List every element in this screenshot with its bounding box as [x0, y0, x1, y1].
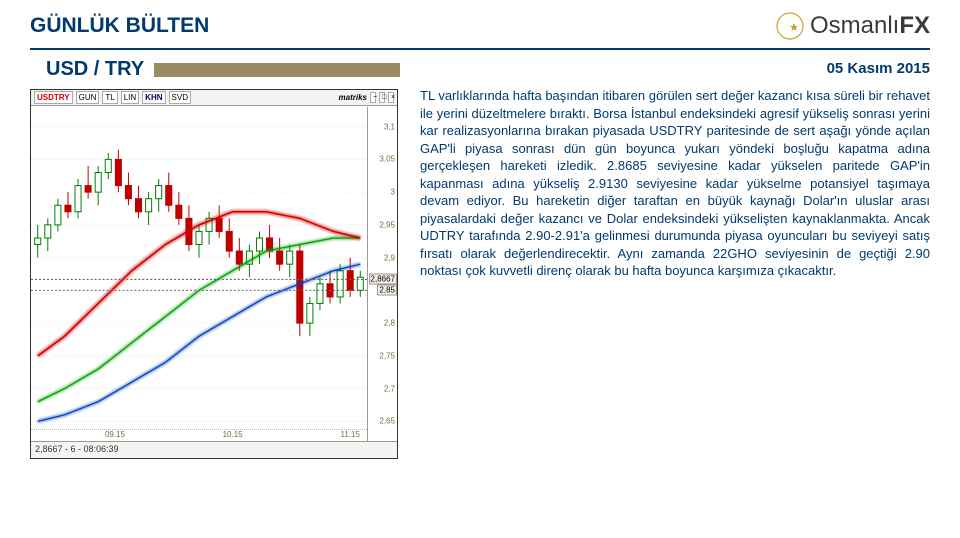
content: USD / TRY USDTRY GUN TL LIN KHN SVD matr… — [0, 50, 960, 459]
price-marker: 2,85 — [377, 285, 397, 296]
chart-yaxis: 3,13,0532,952,92,852,82,752,72,652,86672… — [367, 107, 397, 441]
ytick: 2,75 — [379, 351, 395, 360]
pair-title: USD / TRY — [30, 58, 144, 81]
chart-body: 3,13,0532,952,92,852,82,752,72,652,86672… — [31, 107, 397, 441]
price-marker: 2,8667 — [369, 274, 397, 285]
tb-item[interactable]: LIN — [121, 91, 139, 104]
maximize-icon[interactable]: □ — [379, 92, 385, 103]
ytick: 2,7 — [384, 384, 395, 393]
tb-item[interactable]: TL — [102, 91, 117, 104]
logo-text: OsmanlıFX — [810, 12, 930, 40]
tb-item[interactable]: SVD — [169, 91, 191, 104]
subtitle-bar — [154, 63, 400, 77]
chart-plot — [31, 107, 367, 441]
chart-toolbar: USDTRY GUN TL LIN KHN SVD matriks − □ × — [31, 90, 397, 106]
xtick: 11.15 — [340, 430, 359, 439]
xtick: 10.15 — [223, 430, 243, 439]
close-icon[interactable]: × — [388, 92, 394, 103]
chart-footer: 2,8667 - 6 - 08:06:39 — [31, 441, 397, 458]
ytick: 3,05 — [379, 155, 395, 164]
ytick: 2,65 — [379, 417, 395, 426]
minimize-icon[interactable]: − — [370, 92, 376, 103]
report-date: 05 Kasım 2015 — [420, 60, 930, 77]
ytick: 3,1 — [384, 122, 395, 131]
logo-word2: FX — [899, 12, 930, 39]
chart-status: 2,8667 - 6 - 08:06:39 — [31, 442, 397, 456]
chart-symbol: USDTRY — [34, 91, 73, 104]
tb-item[interactable]: GUN — [76, 91, 100, 104]
logo-word1: Osmanlı — [810, 12, 899, 39]
header: GÜNLÜK BÜLTEN OsmanlıFX — [0, 0, 960, 46]
ytick: 2,95 — [379, 220, 395, 229]
price-chart: USDTRY GUN TL LIN KHN SVD matriks − □ × … — [30, 89, 398, 459]
logo-icon — [776, 12, 804, 40]
ytick: 2,8 — [384, 319, 395, 328]
ytick: 2,9 — [384, 253, 395, 262]
chart-brand: matriks — [339, 93, 367, 102]
xtick: 09.15 — [105, 430, 125, 439]
right-column: 05 Kasım 2015 TL varlıklarında hafta baş… — [420, 58, 930, 459]
page-title: GÜNLÜK BÜLTEN — [30, 14, 209, 38]
chart-xaxis: 09.15 10.15 11.15 — [31, 429, 367, 441]
body-text: TL varlıklarında hafta başından itibaren… — [420, 87, 930, 280]
ytick: 3 — [391, 188, 395, 197]
subtitle-row: USD / TRY — [30, 58, 400, 81]
left-column: USD / TRY USDTRY GUN TL LIN KHN SVD matr… — [30, 58, 400, 459]
tb-item[interactable]: KHN — [142, 91, 165, 104]
brand-logo: OsmanlıFX — [776, 12, 930, 40]
